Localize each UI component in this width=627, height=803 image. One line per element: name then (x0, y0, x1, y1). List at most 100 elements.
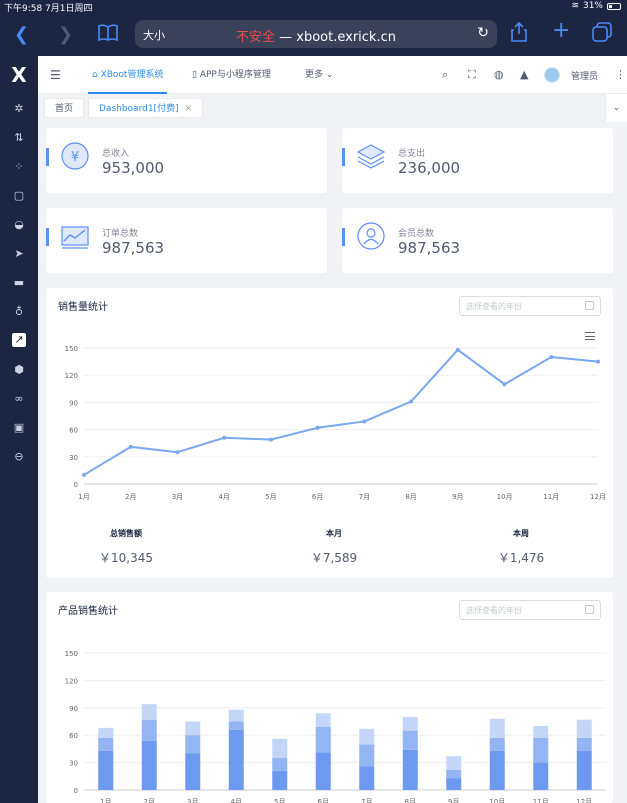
bar-segment (489, 737, 505, 751)
more-vertical-icon[interactable]: ⋮ (615, 68, 626, 81)
bar-segment (576, 737, 592, 751)
x-tick-label: 1月 (100, 798, 111, 803)
url-domain: xboot.exrick.cn (296, 30, 396, 45)
back-icon[interactable]: ❮ (14, 24, 30, 45)
x-tick-label: 7月 (361, 798, 372, 803)
data-point (362, 419, 367, 424)
stat-label: 总收入 (102, 149, 130, 159)
cube-icon[interactable]: ⬢ (14, 363, 24, 376)
battery-percent: 31% (582, 1, 603, 11)
x-tick-label: 8月 (405, 798, 416, 803)
year-picker[interactable]: 选择查看的年份 (459, 296, 601, 316)
nav-tab-label: XBoot管理系统 (100, 70, 164, 80)
bar-segment (315, 752, 331, 790)
bar-segment (228, 721, 244, 730)
ribbon-icon[interactable]: ♁ (14, 305, 24, 318)
card-accent (46, 228, 49, 246)
gear-icon[interactable]: ✲ (14, 102, 24, 115)
stat-card-expense: 总支出 236,000 (342, 128, 613, 193)
bar-segment (402, 749, 418, 790)
bell-icon[interactable]: ▲ (520, 68, 529, 81)
close-icon[interactable]: × (184, 104, 193, 114)
box-icon[interactable]: ▬ (13, 276, 25, 289)
summary-label: 总销售额 (110, 529, 142, 538)
address-bar[interactable]: 大小 不安全 — xboot.exrick.cn ↻ (135, 20, 497, 48)
bar-segment (359, 744, 375, 767)
new-tab-icon[interactable]: + (552, 18, 571, 43)
reload-icon[interactable]: ↻ (477, 25, 489, 41)
card-accent (46, 148, 49, 166)
globe-icon[interactable]: ◍ (494, 68, 504, 81)
insecure-label: 不安全 (236, 30, 276, 45)
chart-menu-icon[interactable] (585, 332, 595, 340)
tabs-icon[interactable] (592, 22, 612, 47)
data-point (268, 437, 273, 442)
data-point (175, 450, 180, 455)
nav-tab-more[interactable]: 更多 ⌄ (305, 56, 333, 94)
bookmarks-icon[interactable] (98, 24, 118, 47)
avatar[interactable] (544, 67, 560, 83)
x-tick-label: 2月 (144, 798, 155, 803)
tag-home[interactable]: 首页 (44, 98, 85, 118)
product-bar-chart: 0 30 60 90 120 150 1月 2月 3月 4月 5月 6月 7月 8月 9月 10月 11月 12月 (65, 650, 606, 803)
share-icon[interactable] (510, 21, 528, 47)
x-tick-label: 11月 (533, 798, 549, 803)
tag-label: Dashboard1[付费] (99, 104, 179, 114)
sales-line-chart: 0 30 60 90 120 150 1月 2月 3月 4月 5月 6月 7月 8月 9月 10月 11月 12月 (65, 345, 606, 501)
summary-week: 本周 ￥1,476 (461, 528, 581, 566)
nav-tab-app[interactable]: ▯ APP与小程序管理 (192, 56, 271, 94)
data-point (315, 425, 320, 430)
grid-icon[interactable]: ⁘ (14, 160, 24, 173)
nav-tab-xboot[interactable]: ⌂ XBoot管理系统 (88, 56, 168, 94)
bar-segment (315, 726, 331, 753)
bar-segment (98, 727, 114, 738)
x-tick-label: 2月 (125, 493, 136, 501)
switch-icon[interactable]: ⇅ (14, 131, 24, 144)
x-tick-label: 12月 (576, 798, 592, 803)
x-tick-label: 10月 (497, 493, 513, 501)
x-tick-label: 12月 (590, 493, 606, 501)
bar-segment (402, 730, 418, 750)
x-tick-label: 9月 (448, 798, 459, 803)
x-tick-label: 6月 (312, 493, 323, 501)
x-tick-label: 11月 (543, 493, 559, 501)
panel-title: 产品销售统计 (58, 606, 118, 617)
x-tick-label: 4月 (218, 493, 229, 501)
username[interactable]: 管理员 (571, 72, 599, 82)
lock-icon[interactable]: ▣ (13, 421, 25, 434)
logout-icon[interactable]: ⊖ (14, 450, 24, 463)
chat-icon[interactable]: ▢ (13, 189, 25, 202)
text-size-button[interactable]: 大小 (143, 29, 165, 42)
fullscreen-icon[interactable]: ⛶ (468, 68, 476, 81)
xboot-logo[interactable]: X (11, 63, 27, 87)
stat-label: 会员总数 (398, 229, 435, 239)
bar-segment (185, 753, 201, 790)
send-icon[interactable]: ➤ (14, 247, 24, 260)
menu-toggle-icon[interactable]: ☰ (50, 68, 61, 82)
chart-icon[interactable]: ↗ (12, 333, 26, 347)
y-tick-label: 30 (69, 760, 78, 768)
summary-value: ￥1,476 (497, 551, 545, 565)
year-picker[interactable]: 选择查看的年份 (459, 600, 601, 620)
y-tick-label: 30 (69, 454, 78, 462)
bar-segment (98, 737, 114, 751)
bar-segment (446, 769, 462, 779)
mobile-icon: ▯ (192, 70, 200, 80)
browser-toolbar: ❮ ❯ 大小 不安全 — xboot.exrick.cn ↻ + (0, 14, 627, 56)
search-icon[interactable]: ⌕ (442, 68, 449, 81)
tags-dropdown-icon[interactable]: ⌄ (605, 94, 627, 122)
forward-icon[interactable]: ❯ (58, 24, 74, 45)
bar-segment (533, 762, 549, 790)
pie-icon[interactable]: ◒ (14, 218, 24, 231)
bar-segment (141, 719, 157, 741)
bar-segment (576, 719, 592, 738)
bar-segment (185, 721, 201, 736)
product-panel: 产品销售统计 选择查看的年份 0 30 60 90 120 150 1月 2月 3月 4月 5月 6月… (46, 592, 613, 803)
tag-dashboard[interactable]: Dashboard1[付费] × (88, 98, 204, 118)
stat-label: 总支出 (398, 149, 426, 159)
bar-segment (272, 738, 288, 759)
link-icon[interactable]: ∞ (14, 392, 24, 405)
card-accent (342, 228, 345, 246)
bar-segment (576, 750, 592, 790)
app-header: ☰ ⌂ XBoot管理系统 ▯ APP与小程序管理 更多 ⌄ ⌕ ⛶ ◍ ▲ 管… (38, 56, 627, 94)
